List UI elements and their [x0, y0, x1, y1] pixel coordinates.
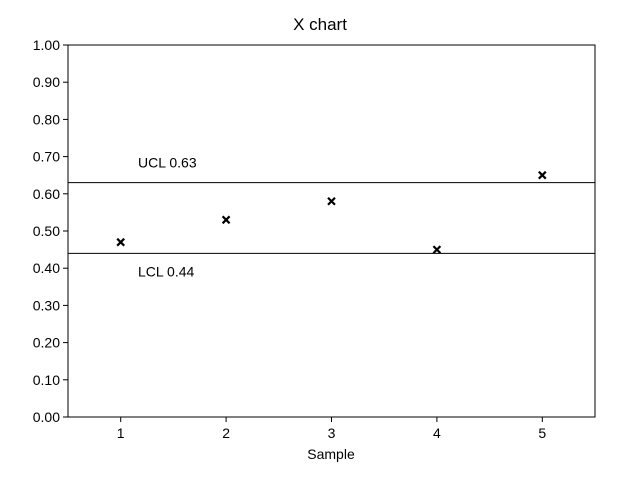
y-tick-label: 0.00 — [33, 409, 60, 425]
y-tick-label: 0.90 — [33, 74, 60, 90]
data-point-4 — [432, 245, 442, 254]
plot-area — [67, 44, 596, 418]
x-axis-label: Sample — [307, 446, 355, 462]
y-tick-label: 0.50 — [33, 223, 60, 239]
y-tick-label: 0.60 — [33, 186, 60, 202]
ucl-label: UCL 0.63 — [138, 155, 197, 171]
x-tick-label: 4 — [433, 425, 441, 441]
data-point-1 — [116, 237, 125, 247]
x-tick-label: 1 — [117, 425, 125, 441]
y-tick-label: 0.30 — [33, 297, 60, 313]
y-tick-label: 0.10 — [33, 372, 60, 388]
y-tick-label: 0.70 — [33, 149, 60, 165]
y-tick-label: 0.40 — [33, 260, 60, 276]
x-tick-label: 3 — [328, 425, 336, 441]
y-tick-label: 1.00 — [33, 37, 60, 53]
x-tick-label: 5 — [538, 425, 546, 441]
data-point-5 — [538, 170, 547, 180]
data-point-3 — [327, 196, 336, 206]
chart-title: X chart — [293, 15, 347, 34]
y-tick-label: 0.20 — [33, 335, 60, 351]
x-tick-label: 2 — [222, 425, 230, 441]
y-tick-label: 0.80 — [33, 111, 60, 127]
lcl-label: LCL 0.44 — [138, 263, 195, 279]
data-point-2 — [221, 215, 231, 225]
